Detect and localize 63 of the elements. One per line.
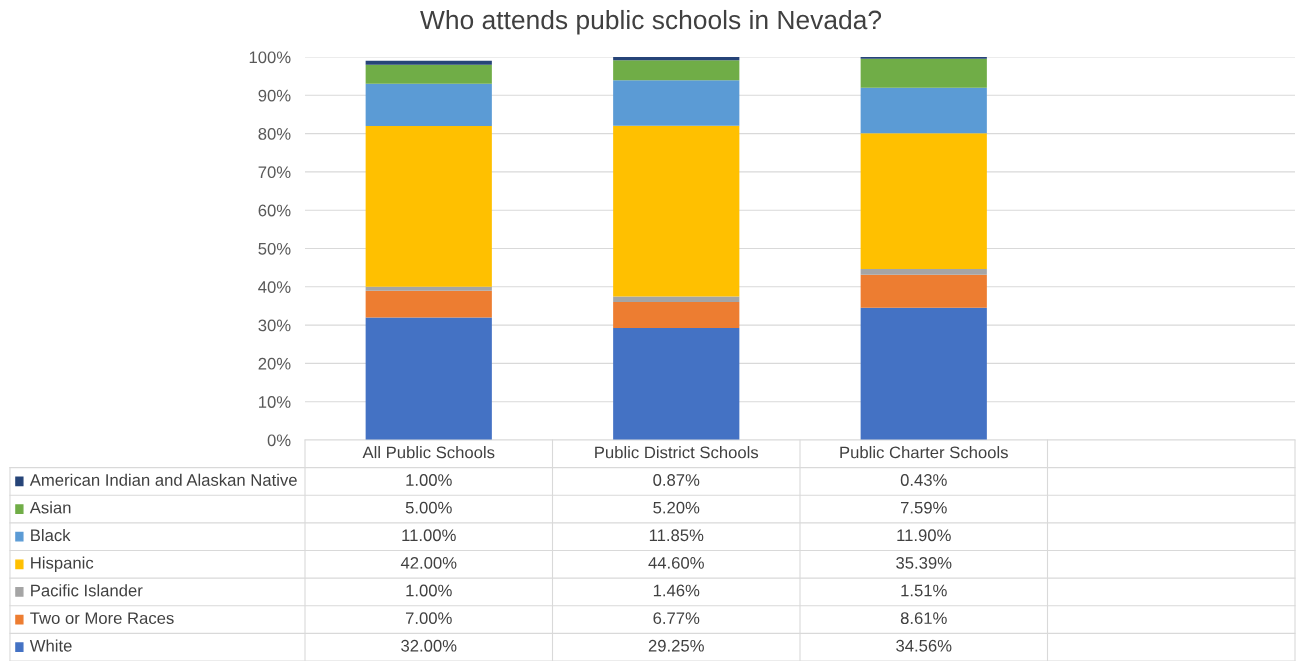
data-label: 0.43% [900,474,947,486]
data-label: 11.00% [402,529,456,542]
bar [860,307,987,440]
bar [860,274,987,308]
data-label: 1.51% [901,584,947,597]
bar [365,83,492,126]
bar [365,286,492,291]
y-tick-label: 10% [259,396,291,408]
bar [365,60,492,65]
bar [365,64,492,84]
data-label: 8.61% [900,612,947,625]
data-label: 44.60% [648,556,704,569]
y-tick-label: 50% [258,242,291,255]
data-label: 7.00% [405,612,452,625]
data-label: 1.00% [406,474,452,486]
data-label: 32.00% [401,639,457,652]
y-tick-label: 40% [258,281,291,293]
data-label: 0.87% [653,474,700,486]
bar [860,87,987,134]
bar [613,57,740,61]
y-tick-label: 0% [267,434,291,447]
bar [613,296,740,303]
y-tick-label: 60% [258,204,291,217]
y-tick-label: 20% [258,357,291,370]
bar [365,290,492,318]
data-label: 35.39% [896,556,952,569]
bar [860,58,987,88]
bar [365,125,492,287]
data-label: 1.46% [653,584,700,597]
legend-label: American Indian and Alaskan Native [29,473,297,486]
y-tick-label: 100% [249,51,291,64]
data-label: 34.56% [896,639,952,652]
legend-label: Black [31,528,71,542]
data-label: 5.00% [405,501,452,514]
bar [613,60,740,81]
bar [860,268,987,275]
data-label: 1.00% [406,584,452,597]
data-label: 29.25% [648,639,704,652]
bar [613,80,740,126]
y-tick-label: 90% [258,89,291,102]
bar [365,317,492,440]
data-label: 5.20% [653,501,700,514]
legend-label: Hispanic [31,556,94,573]
x-tick-label: Public Charter Schools [840,446,1008,459]
data-label: 7.59% [900,501,947,514]
bar [860,133,987,269]
chart-title: Who attends public schools in Nevada? [420,9,882,35]
data-label: 11.85% [649,529,704,542]
legend-label: White [29,639,72,652]
data-label: 42.00% [400,556,457,569]
bar [613,302,740,328]
legend-label: Asian [29,501,71,514]
y-tick-label: 70% [258,166,291,179]
bar [613,327,740,440]
y-tick-label: 80% [258,128,291,140]
legend-label: Two or More Races [30,612,174,625]
x-tick-label: All Public Schools [362,446,495,459]
data-label: 6.77% [653,612,700,625]
data-label: 11.90% [897,529,951,542]
y-tick-label: 30% [258,319,291,332]
bar [613,125,740,297]
legend-label: Pacific Islander [31,584,143,597]
x-tick-label: Public District Schools [595,446,759,459]
